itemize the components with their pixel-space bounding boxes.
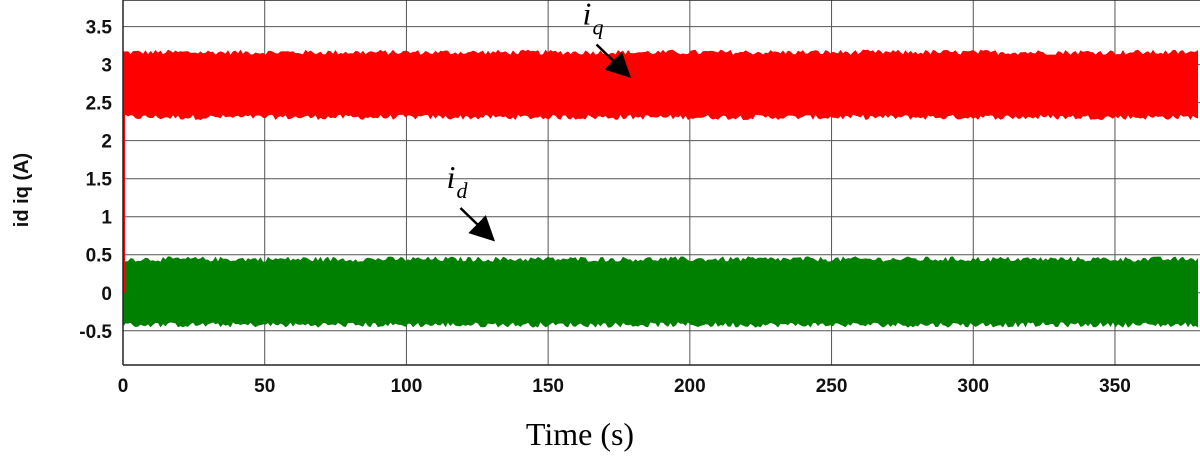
series-iq-band <box>123 49 1198 120</box>
y-tick-label: 0.5 <box>86 246 113 267</box>
x-axis-label: Time (s) <box>526 416 634 452</box>
y-tick-label: 0 <box>101 284 112 305</box>
annotation-subscript-d: d <box>456 178 468 203</box>
y-tick-label: 2.5 <box>86 94 113 115</box>
y-tick-label: 3.5 <box>86 18 113 39</box>
y-tick-label: 1.5 <box>86 170 113 191</box>
y-tick-label: -0.5 <box>79 322 112 343</box>
x-tick-label: 150 <box>532 376 564 397</box>
x-tick-label: 350 <box>1099 376 1131 397</box>
x-tick-label: 250 <box>816 376 848 397</box>
x-tick-label: 0 <box>118 376 129 397</box>
y-tick-labels: -0.5 0 0.5 1 1.5 2 2.5 3 3.5 <box>79 18 112 343</box>
y-axis-label: id iq (A) <box>11 153 33 227</box>
annotation-subscript-q: q <box>592 15 603 40</box>
y-tick-label: 1 <box>101 208 112 229</box>
annotation-arrow-d <box>459 207 496 242</box>
annotations: i qi d <box>446 0 632 242</box>
annotation-id: i <box>446 159 455 195</box>
annotation-arrow-q <box>595 43 632 78</box>
x-tick-label: 50 <box>254 376 275 397</box>
x-tick-label: 200 <box>674 376 706 397</box>
y-tick-label: 2 <box>101 132 112 153</box>
annotation-iq: i <box>582 0 591 32</box>
series-layer <box>123 49 1198 328</box>
x-tick-labels: 0 50 100 150 200 250 300 350 <box>118 376 1131 397</box>
x-tick-label: 300 <box>957 376 989 397</box>
y-tick-label: 3 <box>101 56 112 77</box>
x-tick-label: 100 <box>391 376 423 397</box>
series-id-band <box>123 256 1198 328</box>
